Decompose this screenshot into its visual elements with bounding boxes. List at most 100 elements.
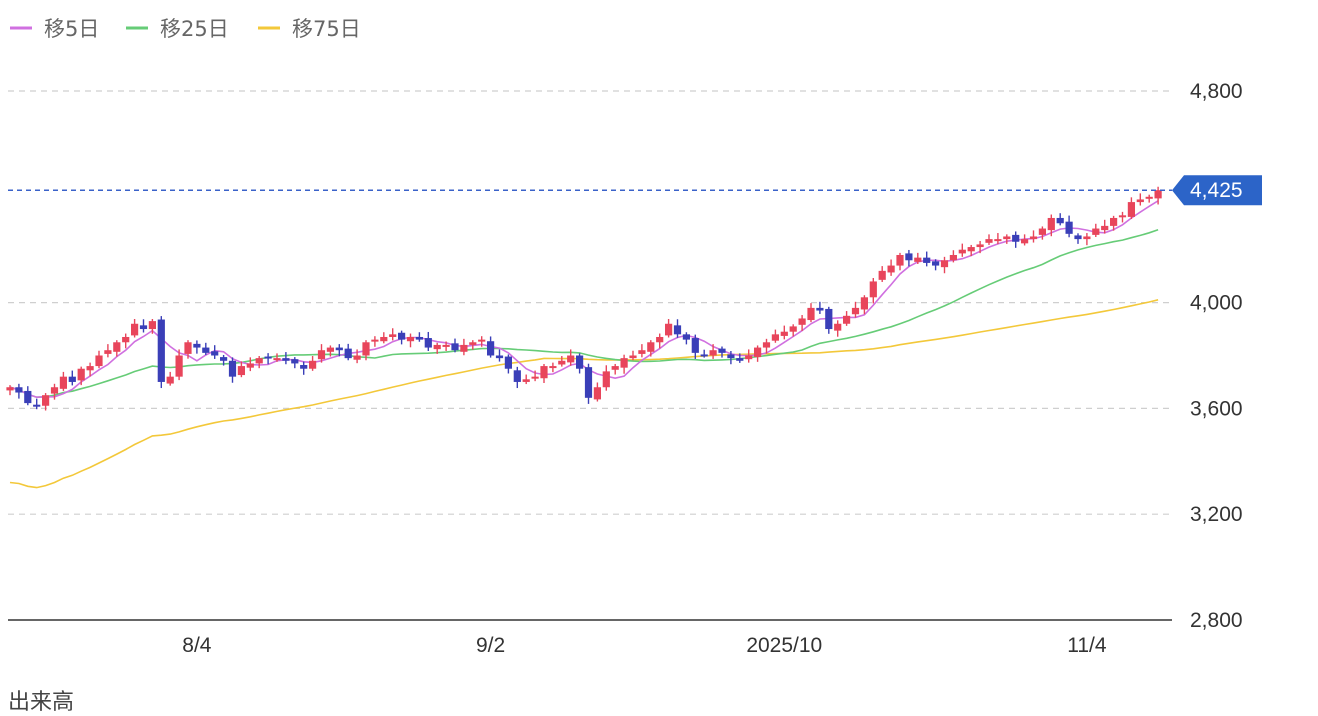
section-heading-partial: 出来高 xyxy=(8,690,75,715)
candlesticks xyxy=(6,186,1162,411)
candle xyxy=(780,325,788,340)
candle xyxy=(291,357,299,369)
y-tick-label: 3,600 xyxy=(1190,397,1243,420)
candle xyxy=(1047,214,1055,237)
candle xyxy=(789,324,797,337)
candle xyxy=(326,345,334,357)
candle xyxy=(691,334,699,359)
candle xyxy=(1003,234,1011,244)
candle xyxy=(246,357,254,372)
candle xyxy=(540,363,548,384)
candle xyxy=(967,244,975,257)
candle xyxy=(433,342,441,354)
candle xyxy=(878,266,886,282)
x-tick-label: 9/2 xyxy=(476,634,505,657)
candle xyxy=(718,346,726,358)
candle xyxy=(576,353,584,374)
candle xyxy=(1074,233,1082,244)
candle xyxy=(932,259,940,271)
candle xyxy=(264,353,272,365)
gridlines xyxy=(8,90,1172,515)
ma25-line xyxy=(9,229,1159,399)
candle xyxy=(389,328,397,341)
y-tick-label: 4,800 xyxy=(1190,80,1243,103)
candle xyxy=(6,385,14,396)
candle xyxy=(949,250,957,263)
candle xyxy=(549,362,557,373)
last-price-value: 4,425 xyxy=(1190,179,1243,202)
ma5-line xyxy=(9,200,1159,399)
candle xyxy=(860,295,868,315)
last-price-badge: 4,425 xyxy=(1172,175,1262,206)
candle xyxy=(1012,231,1020,248)
candle xyxy=(460,338,468,356)
candle xyxy=(1065,215,1073,238)
candle xyxy=(584,363,593,404)
candle xyxy=(398,330,406,345)
candle xyxy=(353,349,361,364)
ma75-line xyxy=(9,299,1159,489)
candle xyxy=(923,251,931,267)
candle xyxy=(139,319,148,333)
candle xyxy=(166,371,174,386)
candle xyxy=(184,340,192,359)
candle xyxy=(807,303,815,323)
candle xyxy=(727,351,735,365)
candle xyxy=(1136,193,1144,206)
candle xyxy=(362,340,370,361)
candle xyxy=(478,336,486,347)
candle xyxy=(487,336,495,358)
candle xyxy=(300,361,308,375)
candle xyxy=(531,370,539,382)
candle xyxy=(825,306,833,334)
candle xyxy=(762,338,771,354)
candle xyxy=(1118,211,1127,223)
candle xyxy=(843,311,851,326)
candle xyxy=(647,340,655,357)
candle xyxy=(754,345,762,362)
candle xyxy=(985,234,993,245)
candle xyxy=(1038,226,1046,240)
candle xyxy=(745,349,753,363)
candle xyxy=(33,398,41,410)
candle xyxy=(95,350,103,369)
candle xyxy=(309,356,317,371)
candle xyxy=(709,344,717,359)
candle xyxy=(211,345,219,359)
x-tick-label: 2025/10 xyxy=(746,634,822,657)
candle xyxy=(1101,219,1109,234)
candle xyxy=(869,278,877,304)
candle xyxy=(771,329,779,343)
candle xyxy=(994,233,1002,245)
candle xyxy=(736,353,744,363)
candle xyxy=(24,386,32,406)
candle xyxy=(113,340,121,357)
y-tick-label: 2,800 xyxy=(1190,609,1243,632)
candle xyxy=(68,370,76,386)
candle xyxy=(317,344,326,363)
candle xyxy=(940,256,949,274)
x-tick-label: 8/4 xyxy=(182,634,212,657)
candle xyxy=(656,333,664,349)
x-tick-label: 11/4 xyxy=(1067,634,1107,657)
candle xyxy=(567,349,575,366)
candle xyxy=(513,366,521,389)
candle xyxy=(228,357,237,383)
candle xyxy=(620,354,628,374)
candle xyxy=(887,259,895,276)
candle xyxy=(611,363,619,375)
candle xyxy=(157,316,165,389)
candle xyxy=(469,340,477,350)
legend-label-ma5: 移5日 xyxy=(44,17,99,41)
candle xyxy=(148,318,156,334)
candle xyxy=(798,315,806,331)
legend-label-ma25: 移25日 xyxy=(160,17,229,41)
candle xyxy=(1029,230,1038,243)
candle xyxy=(1145,194,1153,203)
candle xyxy=(175,349,183,381)
candle xyxy=(834,320,842,337)
candle xyxy=(273,353,281,362)
candle xyxy=(59,371,67,391)
candle xyxy=(816,301,824,314)
